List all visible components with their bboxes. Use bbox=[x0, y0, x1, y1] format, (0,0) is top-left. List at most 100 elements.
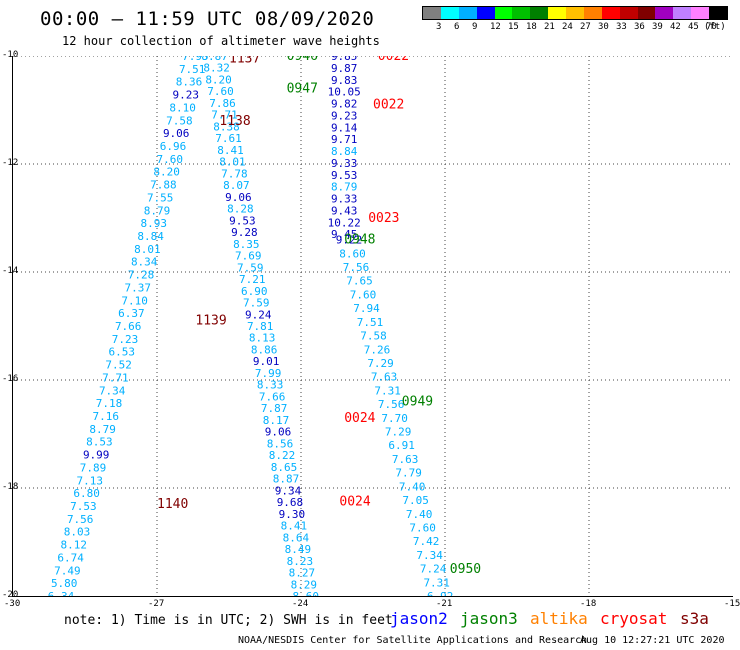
swh-value: 8.20 bbox=[205, 73, 232, 86]
swh-value: 7.87 bbox=[261, 402, 288, 415]
colorbar-label: 6 bbox=[454, 22, 460, 32]
swh-value: 6.53 bbox=[109, 346, 136, 359]
swh-value: 9.53 bbox=[331, 169, 358, 182]
y-tick-label: -14 bbox=[2, 266, 19, 276]
swh-value: 8.03 bbox=[64, 526, 91, 539]
y-tick-label: -18 bbox=[2, 482, 19, 492]
colorbar-swatch bbox=[530, 7, 549, 19]
swh-value: 8.34 bbox=[131, 256, 158, 269]
swh-value: 7.81 bbox=[247, 320, 274, 333]
swh-value: 7.53 bbox=[70, 500, 97, 513]
swh-value: 7.37 bbox=[125, 281, 152, 294]
swh-value: 7.79 bbox=[395, 467, 422, 480]
colorbar-swatch bbox=[512, 7, 531, 19]
x-tick-label: -24 bbox=[292, 599, 309, 609]
swh-value: 8.32 bbox=[203, 62, 230, 75]
x-tick-label: -21 bbox=[436, 599, 453, 609]
pass-time-label: 0947 bbox=[287, 81, 318, 96]
y-tick-label: -20 bbox=[2, 590, 19, 600]
swh-value: 8.17 bbox=[263, 414, 290, 427]
swh-value: 7.40 bbox=[399, 480, 426, 493]
swh-value: 9.01 bbox=[253, 355, 280, 368]
swh-value: 7.42 bbox=[413, 535, 440, 548]
x-tick-label: -30 bbox=[4, 599, 21, 609]
swh-value: 8.84 bbox=[331, 145, 358, 158]
swh-value: 7.52 bbox=[105, 359, 132, 372]
swh-value: 8.10 bbox=[169, 101, 196, 114]
colorbar-swatch bbox=[673, 7, 692, 19]
x-tick-label: -27 bbox=[148, 599, 165, 609]
colorbar-label: 15 bbox=[508, 22, 519, 32]
swh-value: 9.22 bbox=[336, 234, 363, 247]
swh-value: 8.41 bbox=[281, 520, 308, 533]
swh-value: 7.34 bbox=[99, 384, 126, 397]
swh-value: 9.34 bbox=[275, 484, 302, 497]
generation-timestamp: Aug 10 12:27:21 UTC 2020 bbox=[580, 635, 725, 646]
page-subtitle: 12 hour collection of altimeter wave hei… bbox=[62, 34, 380, 48]
pass-time-label: 0948 bbox=[344, 233, 375, 248]
swh-value: 8.84 bbox=[137, 230, 164, 243]
swh-value: 8.27 bbox=[289, 567, 316, 580]
y-tick-label: -12 bbox=[2, 158, 19, 168]
swh-value: 9.82 bbox=[331, 98, 358, 111]
legend-item-cryosat: cryosat bbox=[600, 609, 668, 628]
swh-value: 7.69 bbox=[235, 250, 262, 263]
page-title: 00:00 — 11:59 UTC 08/09/2020 bbox=[40, 8, 375, 30]
legend-item-jason3: jason3 bbox=[460, 609, 518, 628]
swh-value: 9.53 bbox=[229, 214, 256, 227]
pass-time-label: 0946 bbox=[287, 56, 318, 64]
swh-value: 7.23 bbox=[112, 333, 139, 346]
swh-value: 8.79 bbox=[89, 423, 116, 436]
swh-value: 7.56 bbox=[343, 261, 370, 274]
swh-value: 7.59 bbox=[237, 261, 264, 274]
swh-value: 7.60 bbox=[157, 153, 184, 166]
swh-value: 9.23 bbox=[331, 109, 358, 122]
swh-value: 8.79 bbox=[144, 204, 171, 217]
colorbar-swatch bbox=[476, 7, 495, 19]
swh-value: 6.34 bbox=[48, 590, 75, 596]
swh-value: 7.51 bbox=[179, 63, 206, 76]
colorbar-swatch bbox=[601, 7, 620, 19]
swh-value: 6.92 bbox=[427, 590, 454, 596]
colorbar-label: 30 bbox=[598, 22, 609, 32]
colorbar-swatch bbox=[458, 7, 477, 19]
swh-value: 8.36 bbox=[176, 76, 203, 89]
swh-value: 8.33 bbox=[257, 379, 284, 392]
pass-time-label: 1137 bbox=[229, 56, 260, 67]
colorbar-swatch bbox=[548, 7, 566, 19]
swh-value: 9.23 bbox=[173, 89, 200, 102]
colorbar-swatch bbox=[494, 7, 513, 19]
swh-value: 8.23 bbox=[287, 555, 314, 568]
swh-value: 7.65 bbox=[346, 275, 373, 288]
colorbar-label: 3 bbox=[436, 22, 442, 32]
legend-item-altika: altika bbox=[530, 609, 588, 628]
colorbar-label: 9 bbox=[472, 22, 478, 32]
map-svg: 8.878.328.207.607.867.718.387.618.418.01… bbox=[13, 49, 733, 603]
swh-value: 6.80 bbox=[73, 487, 100, 500]
swh-value: 8.60 bbox=[293, 590, 320, 596]
swh-value: 7.29 bbox=[385, 426, 412, 439]
swh-value: 7.28 bbox=[128, 269, 155, 282]
colorbar-label: 27 bbox=[580, 22, 591, 32]
swh-value: 9.30 bbox=[279, 508, 306, 521]
colorbar-swatch bbox=[691, 7, 709, 19]
swh-value: 5.80 bbox=[51, 577, 78, 590]
swh-value: 8.64 bbox=[283, 531, 310, 544]
swh-value: 7.66 bbox=[259, 390, 286, 403]
swh-value: 7.05 bbox=[402, 494, 429, 507]
x-tick-label: -15 bbox=[724, 599, 740, 609]
swh-value: 7.86 bbox=[209, 97, 236, 110]
swh-colorbar bbox=[422, 6, 728, 20]
swh-value: 8.65 bbox=[271, 461, 298, 474]
pass-time-label: 0024 bbox=[339, 495, 370, 510]
swh-value: 6.74 bbox=[57, 551, 84, 564]
swh-value: 8.22 bbox=[269, 449, 296, 462]
swh-value: 6.37 bbox=[118, 307, 145, 320]
colorbar-swatch bbox=[440, 7, 459, 19]
colorbar-label: 36 bbox=[634, 22, 645, 32]
swh-value: 9.06 bbox=[225, 191, 252, 204]
swh-value: 9.71 bbox=[331, 133, 358, 146]
swh-value: 9.99 bbox=[83, 449, 110, 462]
colorbar-label: 42 bbox=[670, 22, 681, 32]
swh-value: 7.26 bbox=[364, 343, 391, 356]
